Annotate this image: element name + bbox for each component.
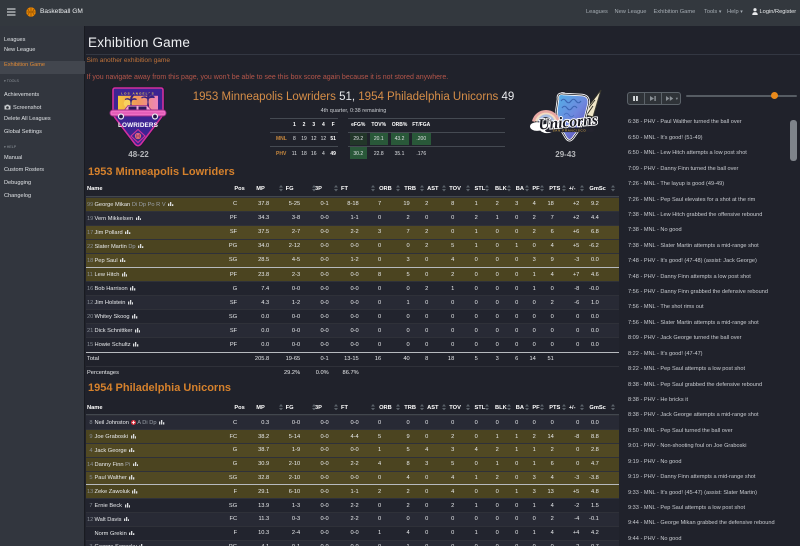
svg-text:LOWRIDERS: LOWRIDERS	[118, 122, 159, 129]
svg-text:SAN FRANCISCO: SAN FRANCISCO	[553, 128, 587, 132]
svg-text:Unicorns: Unicorns	[538, 111, 599, 133]
svg-text:LOS ANGELES: LOS ANGELES	[121, 92, 155, 96]
